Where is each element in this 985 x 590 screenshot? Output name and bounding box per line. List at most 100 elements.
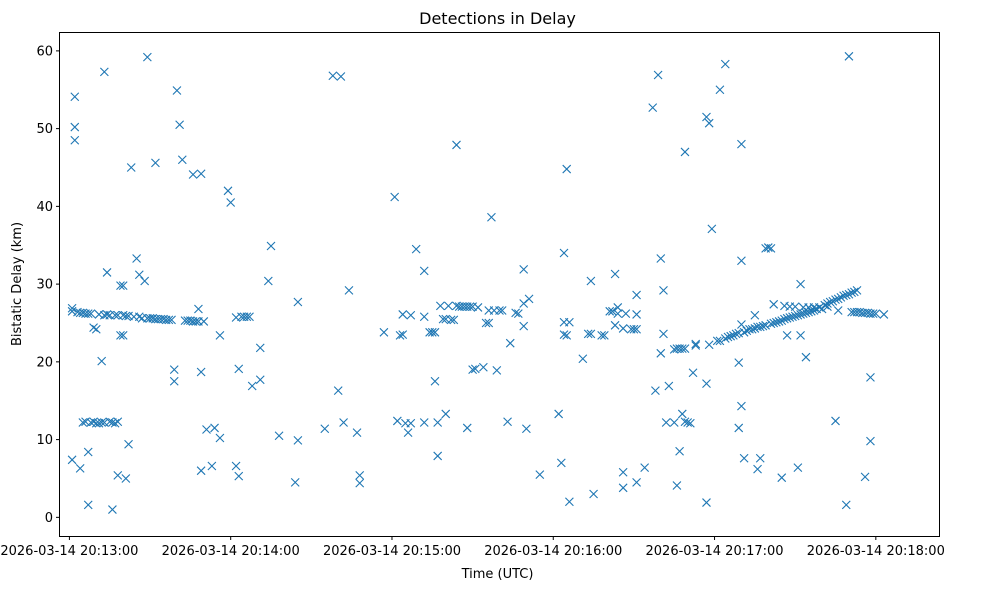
detection-point [438,314,448,324]
detection-point [836,292,846,302]
detection-point [844,51,854,61]
detection-point [470,364,480,374]
detection-point [126,163,136,172]
detection-point [621,309,631,319]
detection-point [728,331,738,340]
detection-point [118,281,128,291]
x-tick-label: 2026-03-14 20:13:00 [0,544,138,559]
detection-point [172,86,182,95]
detection-point [680,344,690,354]
detection-point [226,198,236,207]
detection-point [761,320,771,330]
detection-point [632,324,641,334]
detection-point [406,310,416,320]
detection-point [739,453,749,463]
detection-point [91,324,101,334]
detection-point [866,436,875,446]
detection-point [167,315,176,325]
detection-point [441,409,451,419]
detection-point [823,299,832,308]
y-tick-label: 0 [45,511,53,526]
detection-point [669,418,679,427]
detection-point [750,324,760,333]
detection-point [554,409,564,419]
detection-point [828,296,838,306]
detection-point [132,254,141,263]
detection-point [640,463,650,472]
detection-point [586,329,596,339]
detection-point [565,317,574,327]
detection-point [255,343,265,353]
detection-point [777,316,787,326]
detection-point [497,306,507,315]
detection-point [191,317,201,326]
detection-point [390,192,400,202]
detection-point [583,329,593,339]
detection-point [712,336,722,346]
detection-point [737,256,746,266]
detection-point [559,330,569,340]
detection-point [618,324,628,333]
detection-point [427,327,437,337]
detection-point [199,317,209,326]
detection-point [151,158,160,168]
detection-point [78,418,88,427]
detection-point [755,453,765,463]
detection-point [223,186,233,196]
detection-point [766,319,776,329]
detection-point [102,310,112,319]
detection-point [196,169,206,179]
detection-point [110,310,120,320]
detection-point [734,358,744,368]
detection-point [339,418,348,427]
detection-point [578,354,588,364]
detection-point [113,470,123,480]
detection-point [188,170,198,179]
y-tick-label: 60 [36,44,53,59]
detection-point [231,461,241,471]
detection-point [99,67,109,77]
detection-point [86,309,96,319]
detection-point [659,329,668,339]
detection-point [685,418,695,428]
detection-point [755,322,765,332]
y-axis-label: Bistatic Delay (km) [10,222,25,346]
detection-point [785,313,795,322]
detection-point [801,308,811,318]
detection-point [704,340,714,350]
detection-point [734,423,744,433]
detection-point [521,424,531,434]
detection-point [809,306,819,315]
detection-point [656,254,666,263]
detection-point [691,341,701,350]
detection-point [379,327,389,337]
detection-point [565,497,574,507]
detection-point [503,417,512,427]
detection-point [613,303,623,312]
detection-point [806,306,816,316]
detection-point [395,331,405,340]
detection-point [766,243,776,253]
detection-point [478,362,488,372]
detection-point [688,368,698,378]
detection-point [419,418,429,427]
detection-point [653,70,663,80]
detection-point [67,303,77,313]
detection-point [664,381,674,391]
detection-point [411,244,421,254]
detection-point [562,331,572,340]
x-tick-label: 2026-03-14 20:14:00 [162,544,300,559]
detection-point [820,300,830,310]
y-tick-label: 50 [36,122,53,137]
detection-point [468,365,478,375]
detection-point [715,85,725,95]
detection-point [774,317,784,326]
detection-point [83,447,93,457]
detection-point [519,264,529,274]
detection-point [605,306,615,316]
detection-point [118,331,128,340]
detection-point [723,332,733,342]
detection-point [116,281,125,291]
detection-point [586,276,596,286]
